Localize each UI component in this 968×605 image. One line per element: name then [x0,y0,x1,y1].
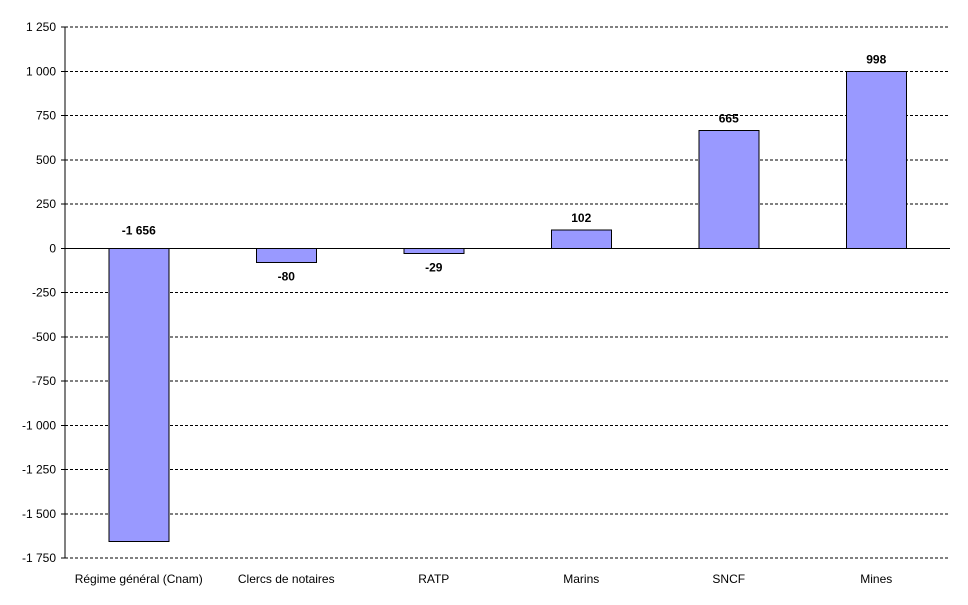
y-tick-label: 1 250 [26,20,56,34]
data-label: -1 656 [122,223,156,237]
x-category-label: Régime général (Cnam) [75,572,203,586]
y-tick-label: -250 [32,286,56,300]
y-axis-tick-labels: 1 250 1 000 750 500 250 0 -250 -500 -750 -1 000 -1… [22,20,56,565]
x-category-label: Mines [860,572,892,586]
bar [698,130,760,249]
y-tick-label: 0 [49,241,56,255]
y-tick-label: -1 500 [22,507,56,521]
x-category-label: RATP [418,572,449,586]
y-tick-label: -1 250 [22,463,56,477]
data-label: -29 [425,260,443,274]
data-label: 665 [719,112,739,126]
x-category-label: Marins [563,572,599,586]
bar [255,247,317,263]
bar [108,247,170,542]
data-label: 102 [571,211,591,225]
y-tick-label: 750 [36,109,56,123]
gridlines [65,26,950,559]
bar [403,247,465,254]
x-category-label: SNCF [712,572,745,586]
bar [845,71,907,249]
y-tick-label: 500 [36,153,56,167]
y-tick-label: -500 [32,330,56,344]
axes [61,26,950,559]
y-tick-label: -1 750 [22,551,56,565]
bars [108,71,907,542]
y-tick-label: -1 000 [22,418,56,432]
y-tick-label: 250 [36,197,56,211]
y-tick-label: 1 000 [26,64,56,78]
data-label: 998 [866,53,886,67]
data-label: -80 [278,269,296,283]
x-axis-category-labels: Régime général (Cnam) Clercs de notaires R… [75,572,893,586]
bar [550,229,612,249]
y-tick-label: -750 [32,374,56,388]
data-labels: -1 656 -80 -29 102 665 998 [122,53,887,284]
x-category-label: Clercs de notaires [238,572,335,586]
